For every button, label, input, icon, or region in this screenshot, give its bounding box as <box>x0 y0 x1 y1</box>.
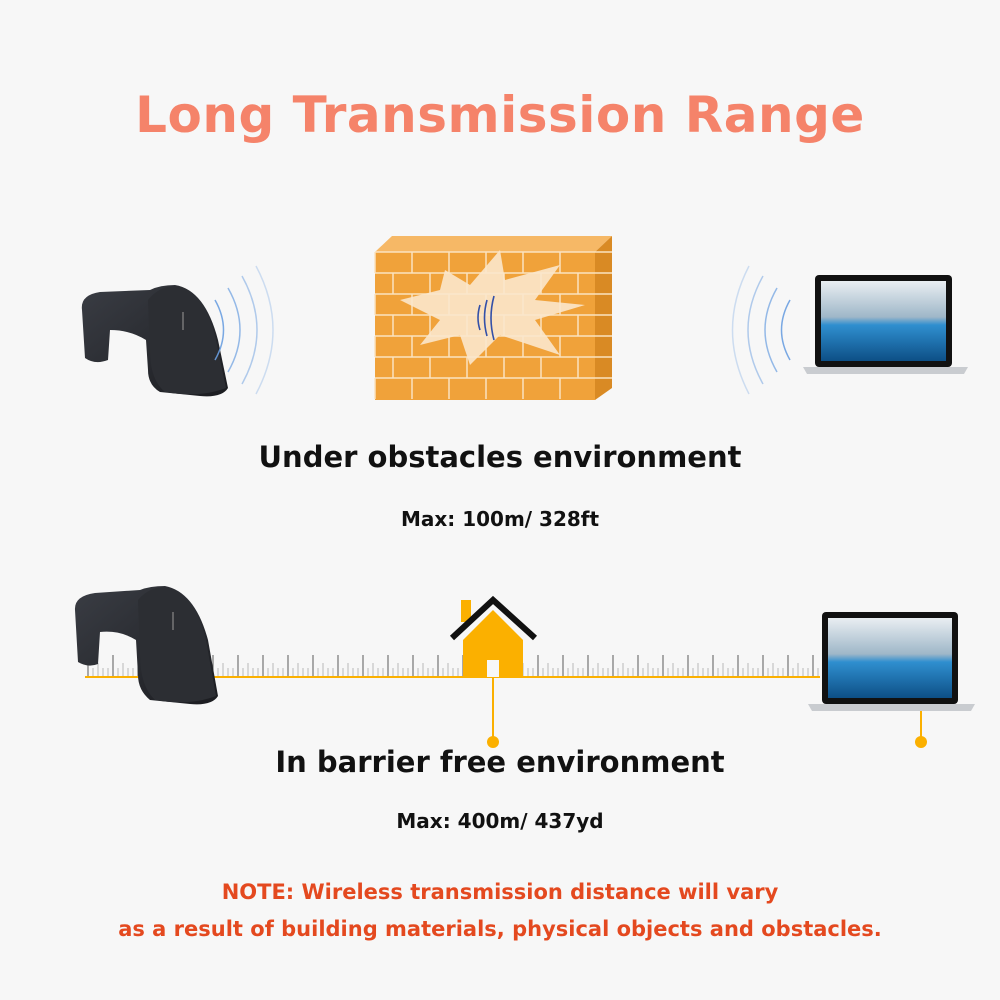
signal-wave-icon <box>731 265 791 395</box>
obstacles-heading: Under obstacles environment <box>258 440 742 474</box>
laptop-icon <box>803 275 968 374</box>
laptop-icon <box>808 612 975 748</box>
note-line-1: NOTE: Wireless transmission distance wil… <box>221 880 779 904</box>
barcode-scanner-icon <box>74 586 218 705</box>
signal-wave-icon <box>214 265 274 395</box>
barrier-free-max-range: Max: 400m/ 437yd <box>396 809 604 833</box>
house-icon <box>449 595 538 748</box>
note-line-2: as a result of building materials, physi… <box>118 917 882 941</box>
barcode-scanner-icon <box>81 285 229 397</box>
obstacles-max-range: Max: 100m/ 328ft <box>400 507 600 531</box>
brick-wall-icon <box>374 236 612 400</box>
page-title: Long Transmission Range <box>135 86 865 144</box>
barrier-free-heading: In barrier free environment <box>275 745 725 779</box>
